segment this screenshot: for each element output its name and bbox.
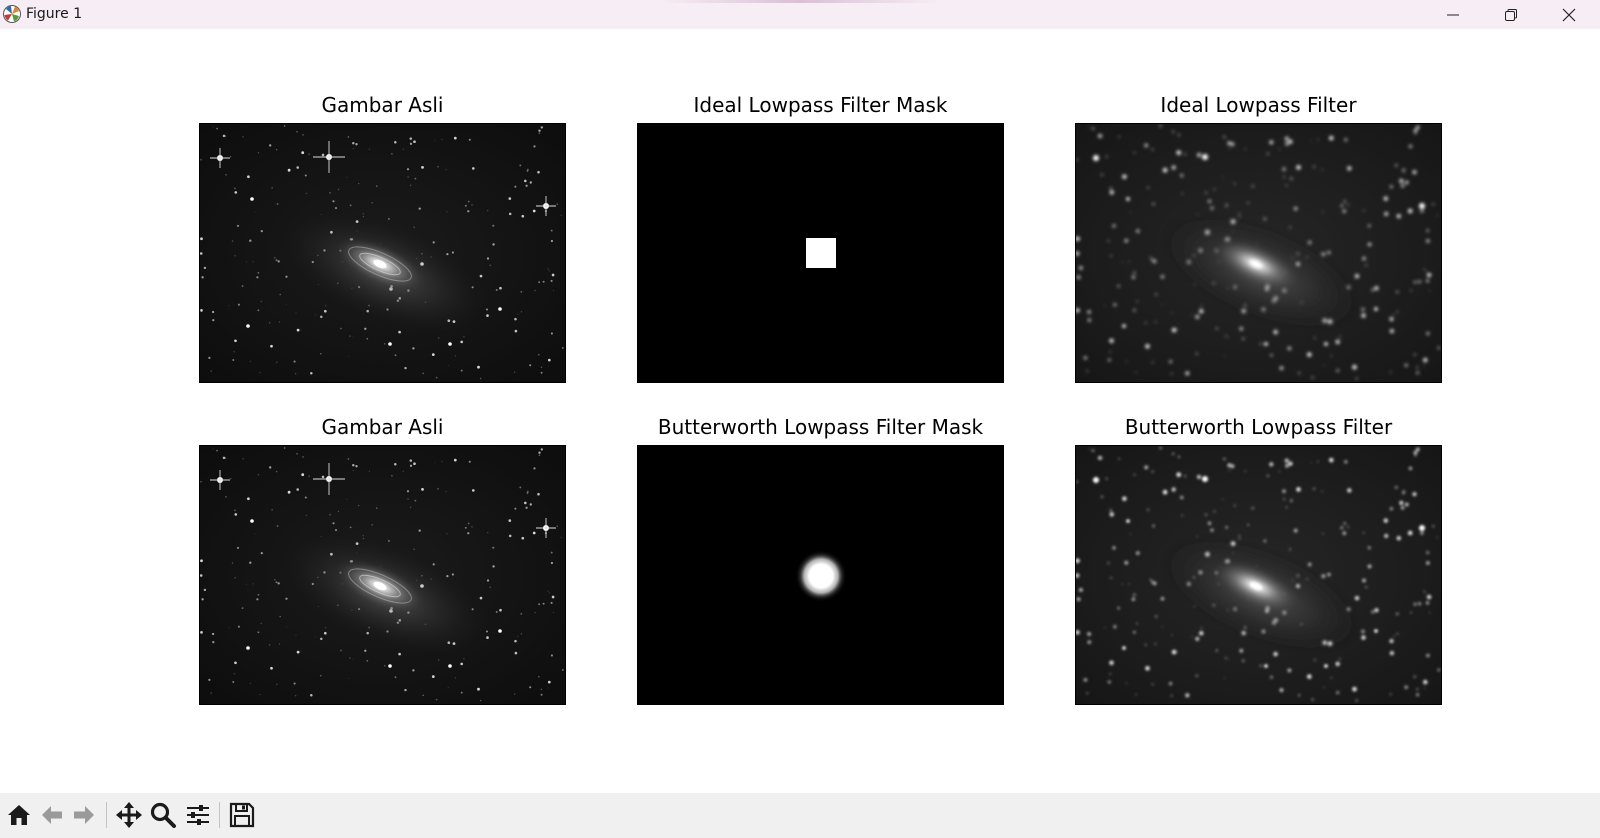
ideal-mask-passband	[806, 238, 836, 268]
restore-icon	[1505, 8, 1517, 21]
galaxy-image	[200, 124, 565, 382]
navigation-toolbar	[0, 793, 1600, 838]
subplot-title: Ideal Lowpass Filter	[1160, 93, 1357, 117]
back-arrow-icon	[42, 806, 62, 824]
save-floppy-icon	[229, 802, 255, 828]
pan-move-icon	[116, 802, 142, 828]
home-icon	[8, 805, 30, 825]
close-button[interactable]	[1540, 0, 1598, 29]
image-panel-butterworth-mask[interactable]	[637, 445, 1004, 705]
image-panel-butterworth-filtered[interactable]	[1075, 445, 1442, 705]
butterworth-filtered-image	[1076, 446, 1441, 704]
figure-canvas[interactable]: Gambar Asli Ideal Lowpass Filter Mask Id…	[0, 29, 1600, 793]
toolbar-separator	[219, 802, 220, 828]
matplotlib-app-icon	[2, 4, 22, 24]
forward-arrow-icon	[74, 806, 94, 824]
window-title: Figure 1	[26, 6, 83, 22]
image-panel-ideal-filtered[interactable]	[1075, 123, 1442, 383]
subplot-title: Butterworth Lowpass Filter Mask	[657, 415, 984, 439]
subplot-title: Gambar Asli	[321, 415, 444, 439]
configure-subplots-icon	[187, 805, 209, 825]
pan-button[interactable]	[114, 800, 144, 830]
close-icon	[1562, 8, 1576, 21]
save-button[interactable]	[227, 800, 257, 830]
minimize-button[interactable]	[1424, 0, 1482, 29]
window-titlebar: Figure 1	[0, 0, 1600, 29]
titlebar-highlight	[660, 0, 940, 3]
forward-button[interactable]	[69, 800, 99, 830]
image-panel-original[interactable]	[199, 123, 566, 383]
configure-subplots-button[interactable]	[183, 800, 213, 830]
image-panel-ideal-mask[interactable]	[637, 123, 1004, 383]
home-button[interactable]	[4, 800, 34, 830]
subplot-title: Butterworth Lowpass Filter	[1124, 415, 1393, 439]
butterworth-mask-glow	[795, 550, 847, 602]
image-panel-original[interactable]	[199, 445, 566, 705]
minimize-icon	[1447, 14, 1459, 15]
zoom-magnifier-icon	[150, 802, 176, 828]
ideal-mask-image	[638, 124, 1003, 382]
restore-button[interactable]	[1482, 0, 1540, 29]
ideal-filtered-image	[1076, 124, 1441, 382]
butterworth-mask-image	[638, 446, 1003, 704]
subplot-title: Gambar Asli	[321, 93, 444, 117]
back-button[interactable]	[37, 800, 67, 830]
galaxy-image	[200, 446, 565, 704]
subplot-title: Ideal Lowpass Filter Mask	[693, 93, 948, 117]
toolbar-separator	[106, 802, 107, 828]
zoom-button[interactable]	[148, 800, 178, 830]
